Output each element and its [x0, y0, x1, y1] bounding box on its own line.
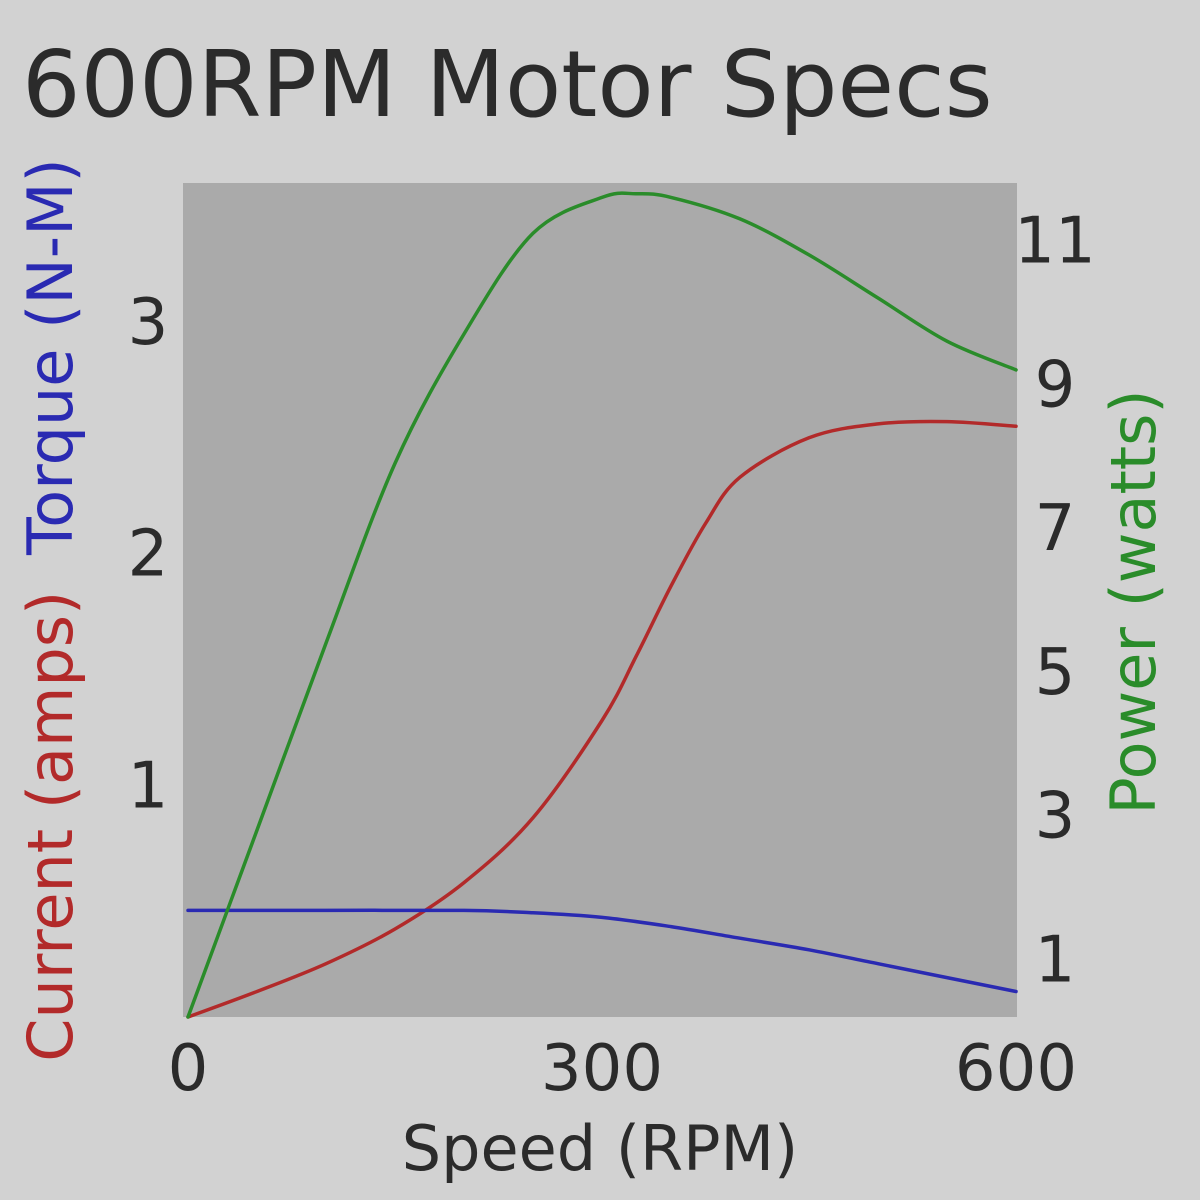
current-line — [186, 419, 1018, 1019]
y-right-tick-label: 1 — [1035, 923, 1076, 997]
x-tick-label: 600 — [955, 1032, 1077, 1106]
y-right-tick-label: 3 — [1035, 780, 1076, 854]
y-left-tick-label: 3 — [128, 286, 169, 360]
y-left-tick-label: 2 — [128, 518, 169, 592]
x-tick-label: 0 — [168, 1032, 209, 1106]
y-left-axis-label: Current (amps) Torque (N-M) — [14, 158, 87, 1062]
torque-axis-label: Torque (N-M) — [14, 158, 87, 556]
plot-area — [183, 183, 1017, 1017]
y-right-tick-labels: 1 3 5 7 9 11 — [1014, 205, 1095, 998]
current-axis-label: Current (amps) — [14, 591, 87, 1062]
x-tick-label: 300 — [541, 1032, 663, 1106]
y-right-tick-label: 11 — [1014, 205, 1095, 279]
x-axis-label: Speed (RPM) — [402, 1112, 798, 1185]
y-left-tick-label: 1 — [128, 749, 169, 823]
y-left-tick-labels: 1 2 3 — [128, 286, 169, 823]
torque-line — [186, 908, 1018, 994]
power-line — [186, 191, 1018, 1019]
y-right-tick-label: 9 — [1035, 348, 1076, 422]
series-lines — [186, 191, 1018, 1019]
x-tick-labels: 0 300 600 — [168, 1032, 1077, 1106]
chart-title: 600RPM Motor Specs — [22, 31, 993, 138]
y-right-tick-label: 5 — [1035, 636, 1076, 710]
power-axis-label: Power (watts) — [1097, 389, 1170, 814]
y-right-tick-label: 7 — [1035, 492, 1076, 566]
